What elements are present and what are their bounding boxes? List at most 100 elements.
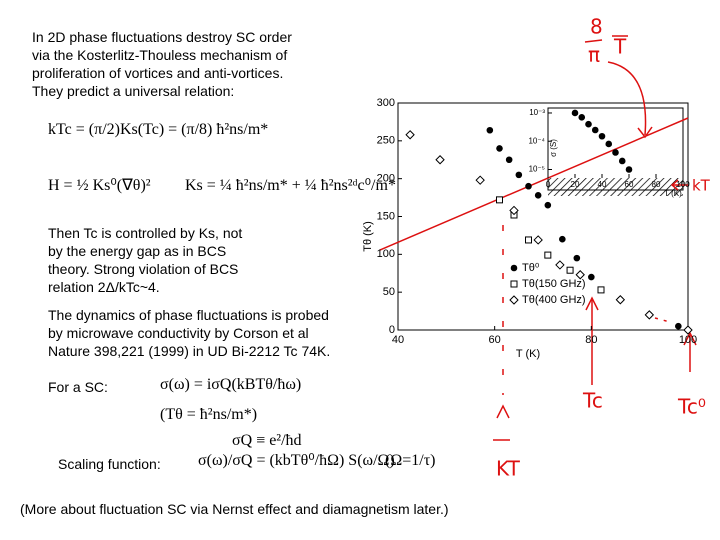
point: [618, 157, 626, 165]
equation: kTc = (π/2)Ks(Tc) = (π/8) ħ²ns/m*: [48, 120, 268, 139]
legend-marker: [510, 264, 518, 272]
annotation: KT: [496, 457, 521, 481]
annotation: 8: [590, 15, 603, 39]
point: [509, 205, 519, 216]
point: [598, 132, 606, 140]
hatched-region: [548, 178, 683, 196]
equation: H = ½ Ks⁰(∇θ)²: [48, 176, 151, 195]
text-line: Then Tc is controlled by Ks, not: [48, 225, 243, 241]
text-line: They predict a universal relation:: [32, 83, 235, 99]
point: [597, 286, 605, 294]
arrow-head: [637, 126, 653, 139]
point: [525, 236, 532, 244]
point: [612, 149, 619, 156]
annotation: kT: [692, 177, 711, 195]
y-tick-label: 10⁻⁵: [529, 165, 545, 174]
equation: (Ω=1/τ): [385, 452, 436, 469]
point: [644, 310, 655, 320]
arrow-head: [683, 331, 697, 346]
y-tick-label: 10⁻⁴: [528, 136, 545, 145]
point: [625, 166, 633, 173]
point: [515, 171, 523, 179]
y-tick-label: 200: [377, 173, 395, 185]
point: [615, 295, 626, 305]
point: [555, 260, 565, 270]
equation: kTc = (π/2)Ks(Tc) = (π/8) ħ²ns/m*: [48, 121, 269, 138]
text-line: In 2D phase fluctuations destroy SC orde…: [32, 29, 292, 45]
y-tick-label: 0: [389, 324, 395, 336]
x-tick-label: 40: [392, 334, 404, 346]
point: [571, 109, 579, 117]
equation: σ(ω)/σQ = (kbTθ⁰/ħΩ) S(ω/Ω): [198, 452, 395, 469]
y-tick-label: 150: [377, 210, 395, 222]
text-line: by the energy gap as in BCS: [48, 243, 227, 259]
caret: [496, 404, 510, 419]
label: Scaling function:: [58, 456, 161, 472]
y-tick-label: 250: [377, 135, 395, 147]
legend-marker: [510, 280, 518, 288]
x-tick-label: 100: [676, 180, 690, 189]
legend-label: Tθ(150 GHz): [522, 278, 586, 290]
kt-arrow: [670, 179, 688, 191]
inset-frame: [547, 107, 684, 191]
point: [605, 140, 613, 148]
y-axis-label: σ (S): [549, 139, 558, 157]
dash: [654, 317, 671, 323]
x-tick-label: 100: [679, 334, 697, 346]
point: [566, 266, 574, 274]
x-tick-label: 20: [571, 180, 580, 189]
y-tick-label: 10⁻³: [529, 108, 545, 117]
annotation: Tc⁰: [677, 395, 706, 419]
point: [578, 114, 586, 121]
y-tick-label: 50: [383, 286, 395, 298]
annotation: π: [588, 43, 600, 67]
point: [475, 175, 485, 185]
x-tick-label: 80: [652, 180, 661, 189]
text-line: by microwave conductivity by Corson et a…: [48, 325, 309, 341]
point: [675, 322, 682, 330]
equation: Ks = ¼ ħ²ns/m* + ¼ ħ²ns²ᵈc⁰/m*: [185, 177, 396, 194]
x-tick-label: 80: [585, 334, 597, 346]
point: [486, 126, 494, 134]
arrow-head: [585, 296, 599, 311]
y-tick-label: 100: [377, 248, 395, 260]
equation: Ks = ¼ ħ²ns/m* + ¼ ħ²ns²ᵈc⁰/m*: [185, 176, 396, 195]
x-tick-label: 40: [598, 180, 607, 189]
fraction-bar: [584, 39, 603, 43]
point: [496, 196, 503, 204]
x-axis-label: T (K): [516, 348, 540, 360]
point: [591, 126, 599, 134]
equation: σ(ω) = iσQ(kBTθ/ħω): [160, 376, 302, 393]
x-axis-label: T (K): [664, 189, 682, 198]
footer: (More about fluctuation SC via Nernst ef…: [20, 501, 449, 517]
point: [435, 155, 445, 165]
point: [585, 120, 592, 128]
point: [588, 273, 595, 281]
equation: σQ ≡ e²/ħd: [232, 432, 302, 449]
legend-label: Tθ⁰: [522, 262, 540, 274]
curved-arrow: [607, 61, 647, 136]
point: [683, 325, 693, 335]
point: [505, 156, 513, 164]
y-axis-label: Tθ (K): [362, 221, 374, 252]
x-tick-label: 60: [489, 334, 501, 346]
label: For a SC:: [48, 379, 108, 395]
point: [534, 192, 542, 199]
point: [533, 235, 543, 245]
point: [405, 130, 415, 140]
kt-line: [379, 117, 689, 251]
x-tick-label: 60: [625, 180, 634, 189]
legend-label: Tθ(400 GHz): [522, 294, 586, 306]
text-line: via the Kosterlitz-Thouless mechanism of: [32, 47, 288, 63]
text-line: Nature 398,221 (1999) in UD Bi-2212 Tc 7…: [48, 343, 331, 359]
text-line: proliferation of vortices and anti-vorti…: [32, 65, 284, 81]
point: [525, 182, 532, 190]
point: [573, 254, 581, 262]
point: [559, 235, 566, 243]
y-tick-label: 300: [377, 97, 395, 109]
point: [544, 201, 552, 209]
annotation: Tc: [582, 389, 603, 413]
equation: (Tθ = ħ²ns/m*): [160, 406, 258, 423]
